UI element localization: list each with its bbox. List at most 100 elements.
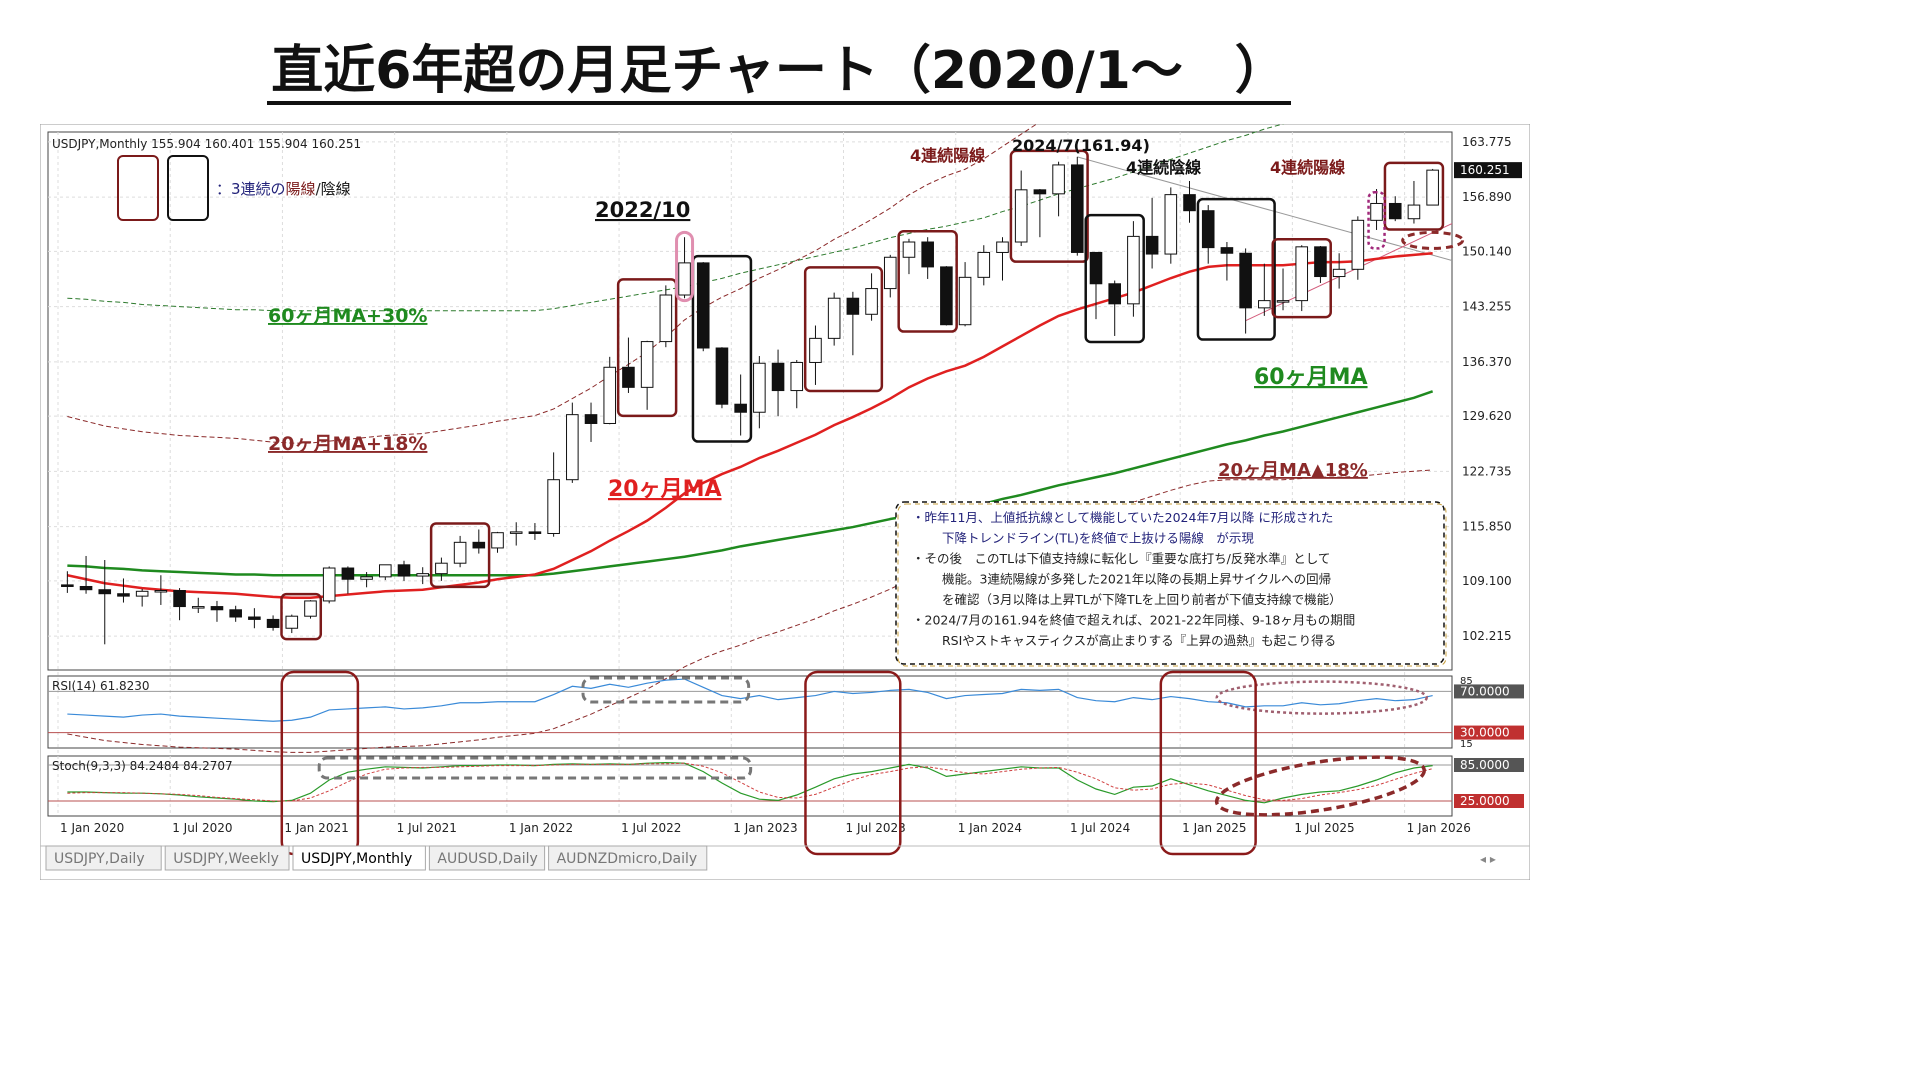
candle-down: [734, 403, 747, 413]
candle-down: [248, 616, 261, 620]
up-trend-line: [1245, 223, 1453, 322]
candle-down: [341, 567, 355, 580]
stoch-label: Stoch(9,3,3) 84.2484 84.2707: [52, 759, 233, 773]
tab-label[interactable]: USDJPY,Monthly: [301, 851, 412, 867]
time-tick: 1 Jul 2020: [172, 821, 232, 835]
price-tick: 122.735: [1462, 464, 1512, 478]
rsi-top: 85: [1460, 676, 1473, 687]
tab: [292, 845, 426, 871]
candle-up: [603, 366, 617, 424]
yang-sequence-box: [803, 266, 884, 393]
note-line: ・その後 このTLは下値支持線に転化し『重要な底打ち/反発水準』として: [912, 551, 1330, 566]
symbol-label: USDJPY,Monthly 155.904 160.401 155.904 1…: [52, 137, 361, 151]
candle-down: [1089, 251, 1103, 285]
price-tick: 115.850: [1462, 520, 1512, 534]
candle-up: [547, 479, 560, 534]
candle-down: [696, 262, 710, 349]
candle-up: [977, 251, 991, 278]
price-tick: 143.255: [1462, 300, 1512, 314]
price-tick: 102.215: [1462, 629, 1512, 643]
rsi-recent-ellipse: [1215, 680, 1428, 715]
candle-up: [640, 341, 654, 388]
candle-down: [1239, 252, 1252, 309]
legend-part: ：3連続の: [216, 180, 286, 198]
yang-sequence-box: [1271, 237, 1332, 319]
candle-up: [678, 262, 691, 296]
tab-label[interactable]: AUDNZDmicro,Daily: [557, 851, 698, 867]
note-line: ・2024/7月の161.94を終値で超えれば、2021-22年同様、9-18ヶ…: [912, 613, 1355, 628]
time-tick: 1 Jan 2020: [60, 821, 124, 835]
candle-down: [715, 347, 729, 405]
stoch-85-tag: [1454, 758, 1524, 772]
tab: [164, 845, 290, 871]
legend-part: 陰線: [321, 180, 351, 198]
candle-up: [883, 256, 897, 290]
candle-down: [117, 593, 130, 597]
tab: [45, 845, 162, 871]
candle-up: [1407, 204, 1421, 220]
price-tick: 150.140: [1462, 244, 1512, 258]
candle-down: [1183, 194, 1196, 212]
candle-down: [584, 414, 598, 424]
time-tick: 1 Jul 2023: [846, 821, 906, 835]
ma20-minus18-line: [67, 469, 1433, 753]
candle-down: [528, 531, 542, 534]
candle-up: [659, 294, 673, 343]
annotation-2022-10: 2022/10: [595, 198, 690, 222]
ma60-line: [67, 390, 1434, 577]
chart-svg[interactable]: 163.775 156.890 150.140 143.255 136.370 129.6…: [39, 36, 1531, 881]
candle-up: [1426, 169, 1439, 206]
candle-down: [1201, 210, 1215, 249]
candle-up: [790, 361, 804, 392]
cycle-highlight-box: [1159, 670, 1257, 856]
candle-down: [397, 564, 411, 577]
legend-yang-swatch: [117, 155, 159, 221]
candle-down: [98, 589, 112, 595]
tab-label[interactable]: AUDUSD,Daily: [437, 851, 537, 867]
support-touch-ellipse: [1401, 230, 1465, 250]
notes-box-outline: [897, 503, 1447, 667]
rsi-bottom: 15: [1460, 739, 1473, 750]
candle-down: [846, 297, 860, 315]
rsi-label: RSI(14) 61.8230: [52, 679, 150, 693]
notes-box: [895, 501, 1445, 665]
candle-up: [378, 564, 392, 578]
candle-up: [285, 615, 299, 629]
stoch-d-line: [67, 762, 1433, 802]
candle-down: [622, 366, 635, 388]
time-tick: 1 Jul 2024: [1070, 821, 1130, 835]
candle-up: [827, 297, 841, 339]
stoch-85-label: 85.0000: [1460, 758, 1510, 772]
rsi-70-tag: [1454, 684, 1524, 699]
candle-up: [135, 590, 149, 597]
candle-down: [61, 584, 74, 587]
time-tick: 1 Jul 2022: [621, 821, 681, 835]
annotation-2024-7: 2024/7(161.94): [1012, 136, 1150, 155]
candle-up: [435, 562, 448, 575]
note-line: RSIやストキャスティクスが高止まりする『上昇の過熱』も起こり得る: [942, 633, 1336, 648]
chart-window[interactable]: 163.775 156.890 150.140 143.255 136.370 129.6…: [39, 36, 1531, 881]
candle-up: [1351, 219, 1365, 270]
candle-up: [996, 241, 1009, 253]
candle-up: [191, 606, 205, 609]
candle-down: [266, 618, 280, 628]
annotation-ma20: 20ヶ月MA: [608, 477, 722, 502]
ma20-line: [67, 252, 1433, 599]
rsi-line: [67, 678, 1433, 722]
candle-up: [1295, 246, 1309, 302]
annotation-4yin: 4連続陰線: [1126, 158, 1201, 177]
price-tick: 163.775: [1462, 135, 1512, 149]
yin-sequence-box: [691, 254, 753, 443]
time-tick: 1 Jan 2026: [1407, 821, 1471, 835]
annotation-4yang-2: 4連続陽線: [1270, 158, 1345, 177]
candle-down: [1070, 164, 1084, 253]
candle-down: [173, 590, 186, 608]
rsi-30-label: 30.0000: [1460, 726, 1510, 740]
down-trend-line: [1077, 156, 1453, 261]
tab: [428, 845, 546, 871]
oct-2022-highlight: [675, 230, 695, 303]
candle-up: [453, 541, 467, 564]
tab-label[interactable]: USDJPY,Weekly: [173, 851, 279, 867]
yang-sequence-box: [897, 229, 958, 333]
tab-label[interactable]: USDJPY,Daily: [54, 851, 145, 867]
